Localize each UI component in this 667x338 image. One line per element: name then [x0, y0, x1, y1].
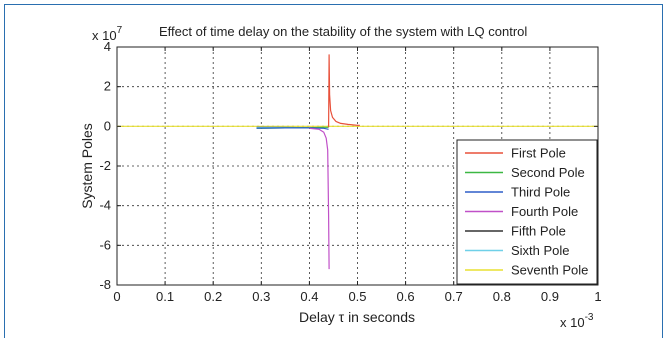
series-line-1: [328, 54, 360, 128]
chart-title: Effect of time delay on the stability of…: [159, 24, 527, 39]
x-tick-label: 0.6: [397, 289, 415, 304]
y-tick-label: 0: [104, 118, 111, 133]
x-multiplier: x 10-3: [560, 312, 594, 330]
y-multiplier: x 107: [92, 25, 123, 43]
series-line-4: [309, 127, 330, 270]
x-tick-label: 0.3: [252, 289, 270, 304]
y-tick-label: -8: [99, 277, 111, 292]
series-line-3: [256, 127, 329, 130]
x-tick-label: 0.4: [300, 289, 318, 304]
x-tick-label: 0.1: [156, 289, 174, 304]
x-tick-label: 0.5: [348, 289, 366, 304]
y-tick-label: 2: [104, 79, 111, 94]
x-tick-label: 0: [113, 289, 120, 304]
x-tick-label: 0.7: [445, 289, 463, 304]
legend-label: First Pole: [511, 146, 566, 161]
y-tick-label: -4: [99, 198, 111, 213]
legend-label: Fifth Pole: [511, 224, 566, 239]
legend-label: Second Pole: [511, 165, 585, 180]
x-tick-label: 1: [594, 289, 601, 304]
y-axis-label: System Poles: [79, 123, 95, 209]
x-tick-label: 0.9: [541, 289, 559, 304]
axis-ticks: 0 0.1 0.2 0.3 0.4 0.5 0.6 0.7 0.8 0.9 1 -8 -6 -4 -2 0 2 4: [99, 39, 601, 304]
legend-label: Sixth Pole: [511, 243, 570, 258]
series-lines: [117, 54, 598, 270]
x-tick-label: 0.8: [493, 289, 511, 304]
x-axis-label: Delay τ in seconds: [299, 309, 415, 325]
x-tick-label: 0.2: [204, 289, 222, 304]
y-tick-label: 4: [104, 39, 111, 54]
legend-label: Third Pole: [511, 185, 570, 200]
legend-label: Fourth Pole: [511, 204, 578, 219]
y-tick-label: -6: [99, 237, 111, 252]
legend-label: Seventh Pole: [511, 263, 588, 278]
legend: First Pole Second Pole Third Pole Fourth Po…: [456, 139, 598, 285]
y-tick-label: -2: [99, 158, 111, 173]
